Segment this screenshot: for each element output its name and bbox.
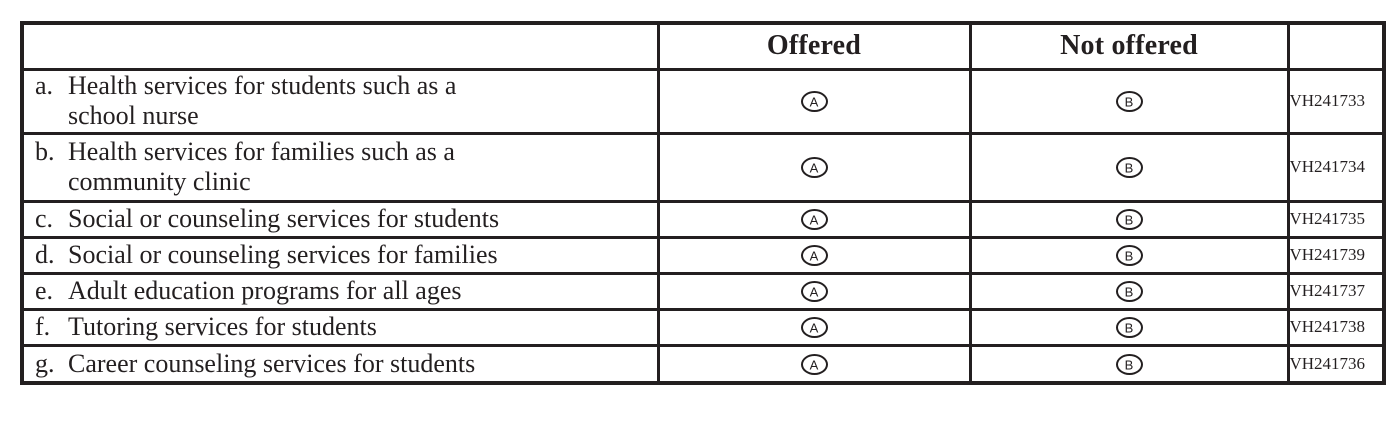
item-code-cell: VH241734 xyxy=(1286,131,1386,203)
row-letter: c. xyxy=(35,204,54,233)
row-question-text: Tutoring services for students xyxy=(68,312,377,341)
question-wrap: e. Adult education programs for all ages xyxy=(24,276,657,307)
offered-answer-bubble[interactable]: A xyxy=(800,244,828,266)
item-code: VH241738 xyxy=(1289,317,1366,337)
question-wrap: b. Health services for families such as … xyxy=(24,137,657,198)
row-question-text: Social or counseling services for famili… xyxy=(68,240,498,269)
not-offered-cell: B xyxy=(968,307,1290,347)
table-row: a. Health services for students such as … xyxy=(20,67,1386,135)
offered-answer-bubble[interactable]: A xyxy=(800,208,828,230)
offered-cell: A xyxy=(656,343,972,385)
bubble-letter-a: A xyxy=(809,248,819,264)
table-body: a. Health services for students such as … xyxy=(20,67,1386,385)
item-code: VH241733 xyxy=(1289,91,1366,111)
offered-cell: A xyxy=(656,67,972,135)
table-row: e. Adult education programs for all ages… xyxy=(20,271,1386,311)
row-question-text: Career counseling services for students xyxy=(68,348,476,378)
bubble-letter-b: B xyxy=(1124,357,1134,373)
question-cell: f. Tutoring services for students xyxy=(20,307,660,347)
bubble-letter-a: A xyxy=(809,284,819,300)
question-cell: c. Social or counseling services for stu… xyxy=(20,199,660,239)
item-code-cell: VH241738 xyxy=(1286,307,1386,347)
item-code: VH241736 xyxy=(1289,354,1366,374)
offered-answer-bubble[interactable]: A xyxy=(800,316,828,338)
item-code-cell: VH241735 xyxy=(1286,199,1386,239)
bubble-letter-b: B xyxy=(1124,248,1134,264)
row-question-text: Health services for students such as a s… xyxy=(68,70,457,131)
offered-answer-bubble[interactable]: A xyxy=(800,353,828,375)
row-question-text: Health services for families such as a c… xyxy=(68,136,455,197)
offered-answer-bubble[interactable]: A xyxy=(800,156,828,178)
bubble-letter-b: B xyxy=(1124,160,1134,176)
question-cell: a. Health services for students such as … xyxy=(20,67,660,135)
not-offered-answer-bubble[interactable]: B xyxy=(1115,316,1143,338)
header-row: Offered Not offered xyxy=(20,21,1386,71)
question-cell: b. Health services for families such as … xyxy=(20,131,660,203)
table-row: c. Social or counseling services for stu… xyxy=(20,199,1386,239)
table-row: d. Social or counseling services for fam… xyxy=(20,235,1386,275)
bubble-letter-a: A xyxy=(809,357,819,373)
offered-cell: A xyxy=(656,235,972,275)
row-letter: g. xyxy=(35,348,55,378)
not-offered-answer-bubble[interactable]: B xyxy=(1115,353,1143,375)
offered-cell: A xyxy=(656,307,972,347)
offered-cell: A xyxy=(656,271,972,311)
question-cell: g. Career counseling services for studen… xyxy=(20,343,660,385)
item-code: VH241737 xyxy=(1289,281,1366,301)
question-wrap: a. Health services for students such as … xyxy=(24,71,657,132)
bubble-letter-b: B xyxy=(1124,94,1134,110)
not-offered-cell: B xyxy=(968,343,1290,385)
table-row: b. Health services for families such as … xyxy=(20,131,1386,203)
not-offered-cell: B xyxy=(968,131,1290,203)
row-question-text: Adult education programs for all ages xyxy=(68,276,462,305)
item-code-cell: VH241736 xyxy=(1286,343,1386,385)
not-offered-cell: B xyxy=(968,235,1290,275)
question-wrap: d. Social or counseling services for fam… xyxy=(24,240,657,271)
header-blank-right xyxy=(1286,21,1386,71)
item-code: VH241734 xyxy=(1289,157,1366,177)
bubble-letter-a: A xyxy=(809,320,819,336)
offered-cell: A xyxy=(656,131,972,203)
bubble-letter-a: A xyxy=(809,160,819,176)
not-offered-answer-bubble[interactable]: B xyxy=(1115,280,1143,302)
bubble-letter-b: B xyxy=(1124,212,1134,228)
item-code: VH241735 xyxy=(1289,209,1366,229)
not-offered-answer-bubble[interactable]: B xyxy=(1115,90,1143,112)
item-code-cell: VH241733 xyxy=(1286,67,1386,135)
item-code-cell: VH241737 xyxy=(1286,271,1386,311)
table-row: g. Career counseling services for studen… xyxy=(20,343,1386,385)
services-offered-table: Offered Not offered a. Health services f… xyxy=(20,21,1386,386)
bubble-letter-b: B xyxy=(1124,284,1134,300)
row-letter: b. xyxy=(35,136,55,166)
header-offered: Offered xyxy=(656,21,972,71)
not-offered-cell: B xyxy=(968,67,1290,135)
not-offered-cell: B xyxy=(968,271,1290,311)
offered-answer-bubble[interactable]: A xyxy=(800,90,828,112)
bubble-letter-b: B xyxy=(1124,320,1134,336)
row-letter: d. xyxy=(35,240,55,269)
table-row: f. Tutoring services for students A B VH… xyxy=(20,307,1386,347)
bubble-letter-a: A xyxy=(809,212,819,228)
question-wrap: g. Career counseling services for studen… xyxy=(24,349,657,380)
row-question-text: Social or counseling services for studen… xyxy=(68,204,500,233)
row-letter: f. xyxy=(35,312,51,341)
item-code-cell: VH241739 xyxy=(1286,235,1386,275)
row-letter: e. xyxy=(35,276,54,305)
question-wrap: c. Social or counseling services for stu… xyxy=(24,204,657,235)
not-offered-answer-bubble[interactable]: B xyxy=(1115,244,1143,266)
item-code: VH241739 xyxy=(1289,245,1366,265)
offered-answer-bubble[interactable]: A xyxy=(800,280,828,302)
question-cell: d. Social or counseling services for fam… xyxy=(20,235,660,275)
question-wrap: f. Tutoring services for students xyxy=(24,312,657,343)
bubble-letter-a: A xyxy=(809,94,819,110)
question-cell: e. Adult education programs for all ages xyxy=(20,271,660,311)
header-blank-left xyxy=(20,21,660,71)
not-offered-cell: B xyxy=(968,199,1290,239)
row-letter: a. xyxy=(35,70,54,100)
offered-cell: A xyxy=(656,199,972,239)
not-offered-answer-bubble[interactable]: B xyxy=(1115,156,1143,178)
header-not-offered: Not offered xyxy=(968,21,1290,71)
not-offered-answer-bubble[interactable]: B xyxy=(1115,208,1143,230)
